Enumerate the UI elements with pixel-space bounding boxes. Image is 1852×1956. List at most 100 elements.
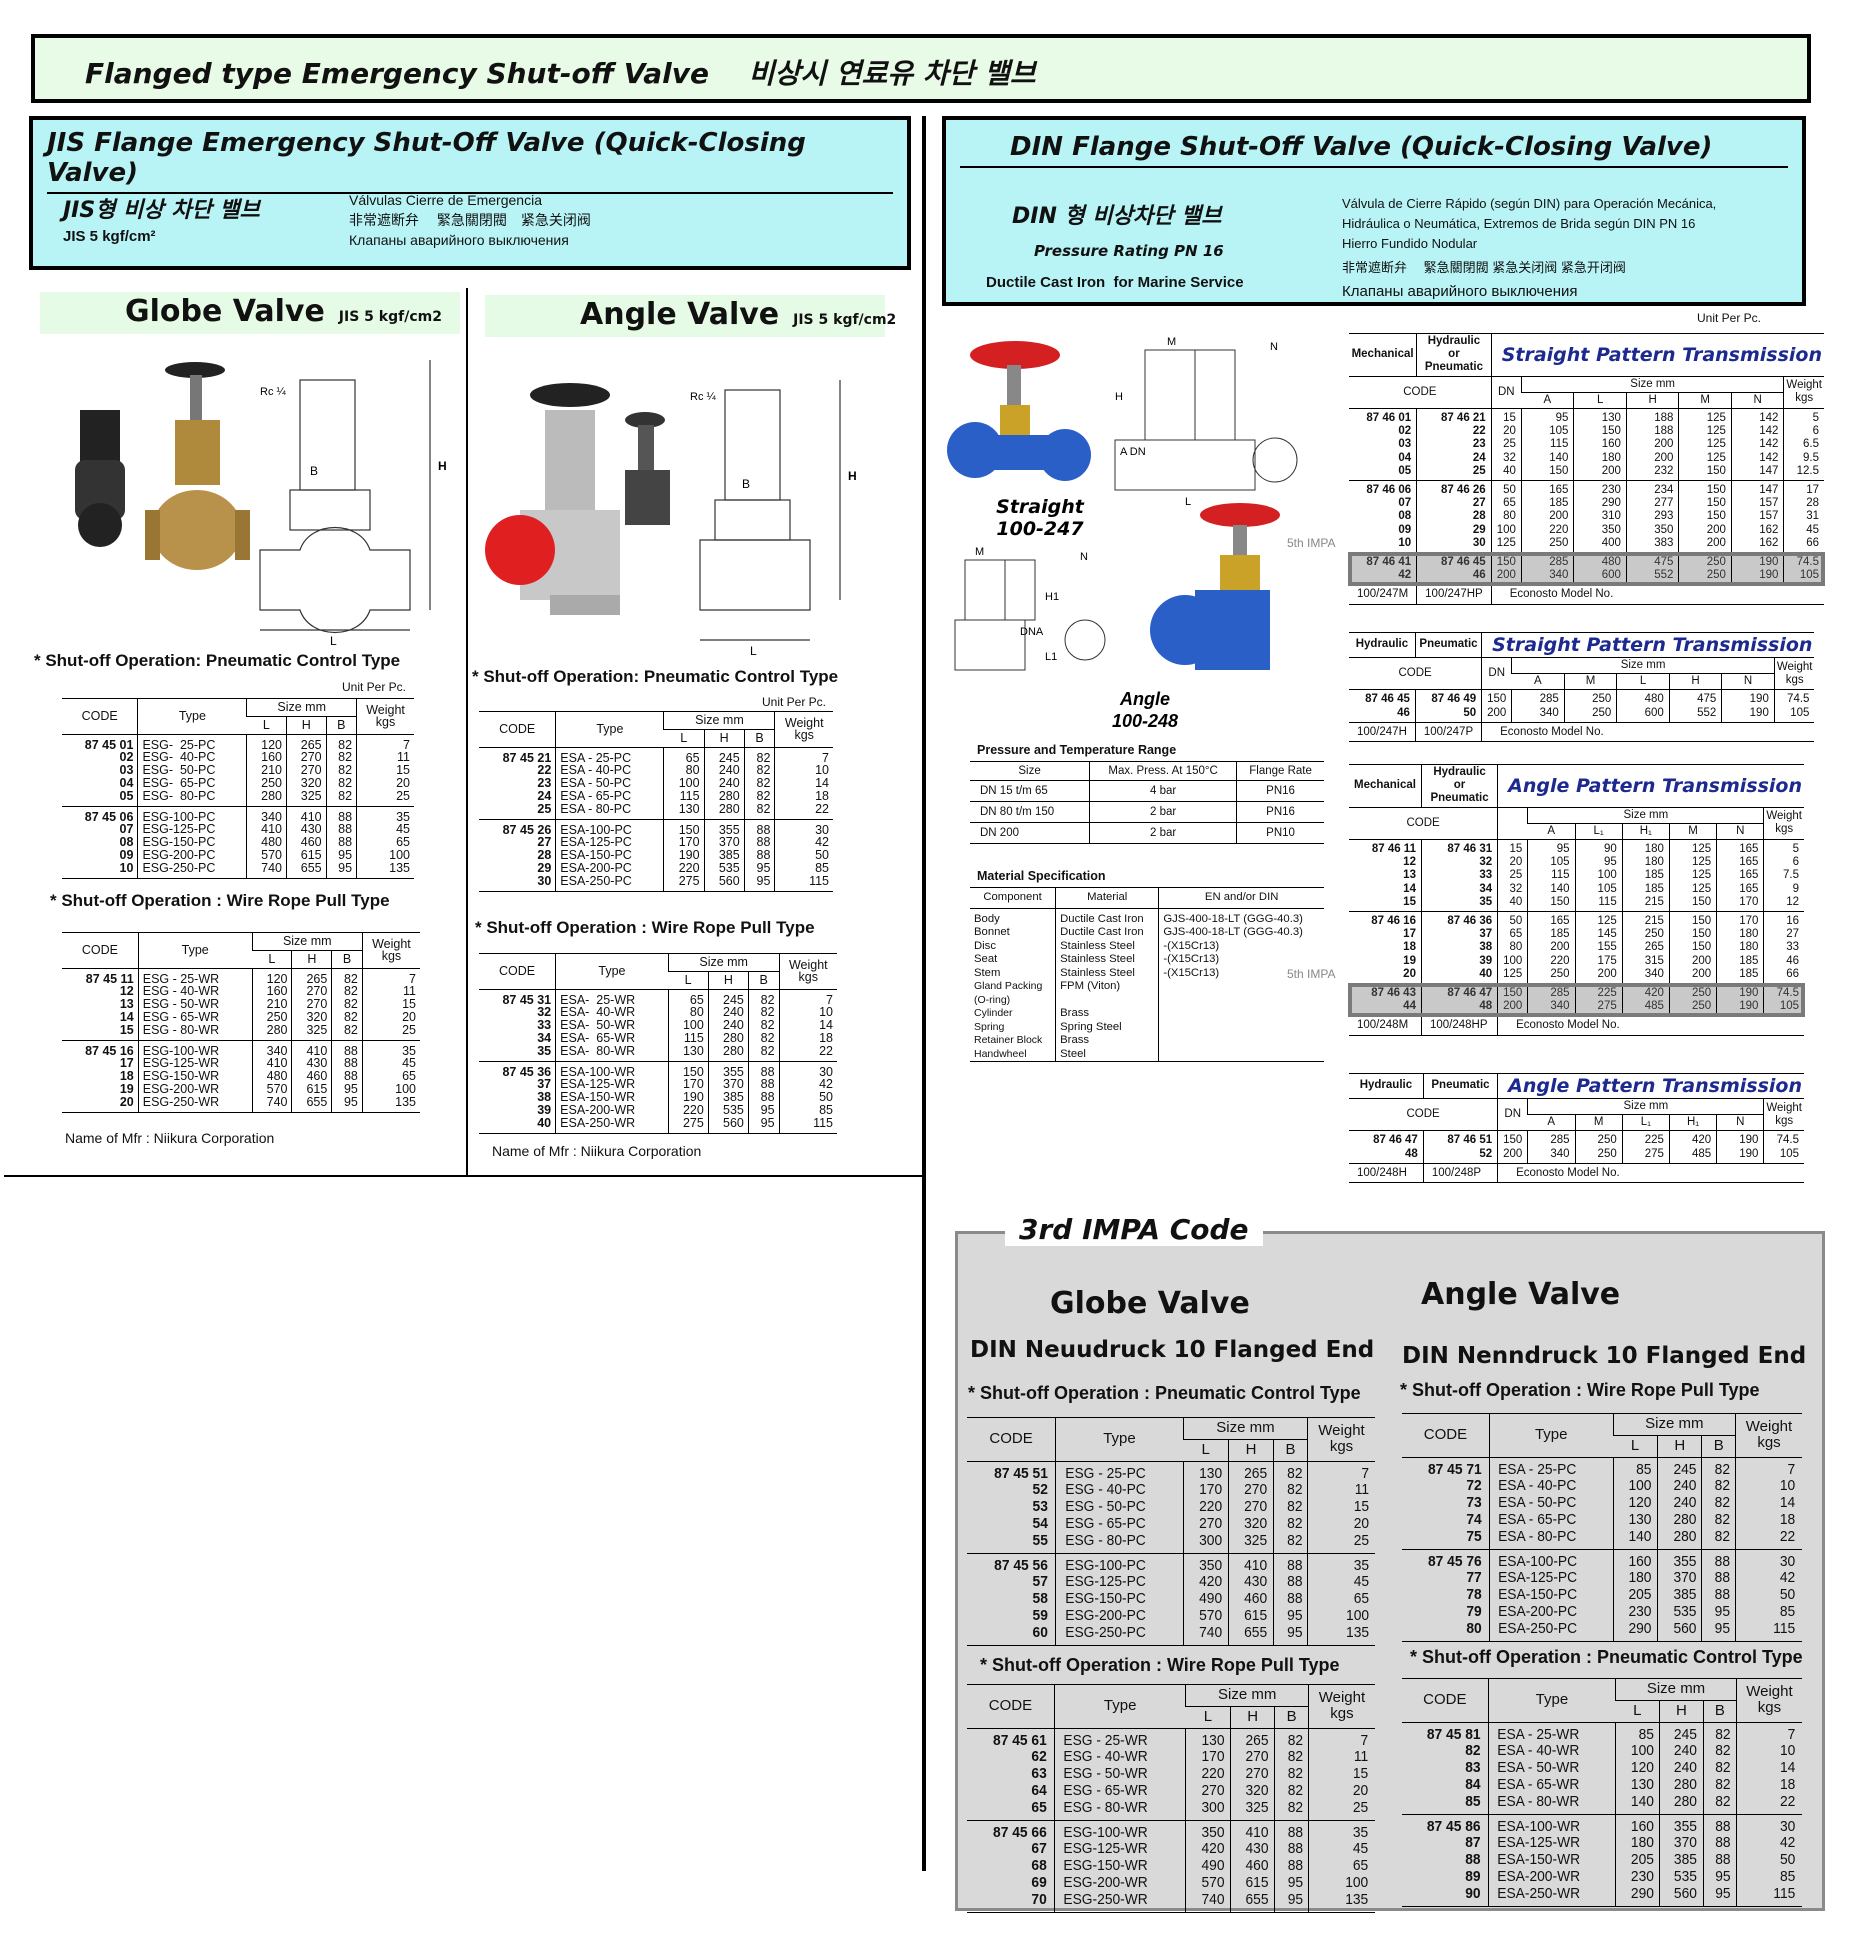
size-cell: 280 xyxy=(251,1023,292,1041)
material-cell: Seat xyxy=(974,953,998,965)
weight-cell: 100 xyxy=(361,1083,420,1096)
size-cell: 552 xyxy=(1625,569,1679,585)
code-cell: 19 xyxy=(1403,954,1416,967)
size-cell: 88 xyxy=(1274,1553,1307,1575)
size-cell: 95 xyxy=(1274,1624,1307,1646)
globe-wr-heading: * Shut-off Operation : Wire Rope Pull Ty… xyxy=(50,891,390,910)
weight-cell: 20 xyxy=(1309,1515,1373,1533)
size-cell: 88 xyxy=(747,1061,780,1079)
table-row: 48 52 200 340 250 275 485 190 105 xyxy=(1349,1147,1804,1164)
size-cell: 85 xyxy=(1614,1457,1656,1479)
table-row: 65 ESG - 80-WR 300 325 82 25 xyxy=(967,1799,1375,1821)
jis-title: JIS Flange Emergency Shut-Off Valve (Qui… xyxy=(47,128,893,194)
pressure-cell: DN 80 t/m 150 xyxy=(970,801,1090,823)
size-cell: 95 xyxy=(747,1116,780,1134)
spec-table: CODE Type Size mm Weight kgs L H B 87 45 71 ESA … xyxy=(1402,1413,1802,1642)
weight-cell: 85 xyxy=(778,1104,837,1117)
size-cell: 340 xyxy=(246,806,287,824)
impa3-angle-subtitle: DIN Nenndruck 10 Flanged End xyxy=(1402,1343,1807,1369)
size-cell: 88 xyxy=(331,1057,363,1071)
code-cell: 75 xyxy=(1466,1527,1482,1545)
size-cell: 430 xyxy=(1231,1841,1274,1859)
size-cell: 315 xyxy=(1621,954,1670,968)
size-cell: 225 xyxy=(1621,1130,1670,1148)
code-cell: 29 xyxy=(537,860,552,875)
type-cell: ESG-250-PC xyxy=(137,861,247,879)
type-cell: ESG - 50-WR xyxy=(1059,1765,1181,1783)
size-cell: 157 xyxy=(1730,510,1784,524)
size-cell: 475 xyxy=(1668,689,1722,707)
code-cell: 64 xyxy=(1031,1781,1047,1799)
size-cell: 88 xyxy=(1704,1814,1736,1836)
table-row: 73 ESA - 50-PC 120 240 82 14 xyxy=(1402,1494,1802,1512)
size-cell: 355 xyxy=(1658,1549,1701,1571)
table-row: 67 ESG-125-WR 420 430 88 45 xyxy=(967,1841,1375,1859)
size-cell: 82 xyxy=(743,777,775,790)
code-cell: 50 xyxy=(1414,706,1482,723)
table-row: 5th IMPA 10 30 125 250 400 383 200 162 66 xyxy=(1287,536,1825,553)
material-cell: Stainless Steel xyxy=(1055,966,1159,980)
weight-cell: 11 xyxy=(1309,1482,1373,1500)
size-cell: 100 xyxy=(1614,1478,1656,1496)
size-cell: 82 xyxy=(743,790,775,803)
size-cell: 350 xyxy=(1184,1553,1227,1575)
size-cell: 293 xyxy=(1625,510,1679,524)
row-group: 87 46 45 87 46 49 150 285 250 480 475 190 74.5 46… xyxy=(1349,689,1815,723)
angle-valve-photo xyxy=(1150,503,1280,670)
type-cell: ESA- 50-WR xyxy=(555,1019,669,1032)
size-cell: 115 xyxy=(663,790,705,803)
column-header: Hydraulic xyxy=(1349,632,1416,658)
size-cell: 155 xyxy=(1574,941,1623,955)
size-cell: 142 xyxy=(1730,425,1784,439)
size-cell: 270 xyxy=(1229,1498,1272,1516)
size-cell: 240 xyxy=(707,1019,749,1032)
size-cell: 245 xyxy=(703,747,745,765)
size-cell: 234 xyxy=(1625,480,1679,498)
straight-mech-table-container: Mechanical Hydraulic or Pneumatic Straight… xyxy=(1287,333,1826,605)
code-cell: 10 xyxy=(119,860,134,875)
weight-cell: 18 xyxy=(1738,1776,1800,1794)
size-cell: 300 xyxy=(1187,1799,1229,1821)
row-group: 87 45 11 ESG - 25-WR 120 265 82 7 12 ESG - 40-W… xyxy=(62,968,420,1041)
column-header: CODE xyxy=(62,698,138,735)
size-cell: 285 xyxy=(1527,983,1576,1001)
material-cell: -(X15Cr13) xyxy=(1158,939,1324,953)
size-cell: 285 xyxy=(1511,689,1565,707)
code-cell: 30 xyxy=(537,873,552,888)
column-header: Hydraulic or Pneumatic xyxy=(1416,333,1492,377)
weight-cell: 14 xyxy=(778,1019,837,1032)
weight-cell: 7 xyxy=(1738,1722,1800,1744)
size-cell: 355 xyxy=(707,1061,749,1079)
table-row: 08 ESG-150-PC 480 460 88 65 xyxy=(62,836,414,849)
code-cell: 77 xyxy=(1466,1569,1482,1587)
impa3-globe-table2-container: CODE Type Size mm Weight kgs L H B 87 45 61 ESG … xyxy=(967,1684,1375,1913)
column-header: Pneumatic xyxy=(1422,1073,1498,1099)
code-cell: 33 xyxy=(1420,869,1498,883)
column-header: CODE xyxy=(479,711,556,748)
material-cell xyxy=(1158,1047,1324,1062)
size-cell: 125 xyxy=(1678,438,1732,452)
code-cell: 24 xyxy=(1416,451,1492,465)
size-cell: 245 xyxy=(1658,1457,1701,1479)
weight-cell: 14 xyxy=(774,777,833,790)
size-cell: 82 xyxy=(747,1032,780,1045)
weight-cell: 115 xyxy=(1738,1885,1800,1907)
material-cell: Bonnet xyxy=(974,926,1010,938)
material-cell xyxy=(1158,1007,1324,1021)
column-header: L xyxy=(252,949,292,969)
size-cell: 120 xyxy=(1616,1759,1658,1777)
jis-translations: Válvulas Cierre de Emergencia 非常遮断弁 緊急關閉… xyxy=(349,190,591,250)
size-cell: 95 xyxy=(1704,1885,1736,1907)
dn-cell: 100 xyxy=(1497,954,1528,968)
size-cell: 115 xyxy=(1574,895,1623,912)
size-cell: 385 xyxy=(707,1091,749,1104)
column-header: Max. Press. At 150°C xyxy=(1089,761,1237,781)
table-row: 87 45 01 ESG- 25-PC 120 265 82 7 xyxy=(62,734,414,752)
weight-cell: 5 xyxy=(1763,839,1804,857)
size-cell: 90 xyxy=(1574,839,1623,857)
column-header: Size xyxy=(970,761,1090,781)
size-cell: 410 xyxy=(246,823,287,837)
table-row: 87 45 21 ESA - 25-PC 65 245 82 7 xyxy=(479,747,833,765)
code-cell: 39 xyxy=(1420,954,1498,968)
size-cell: 420 xyxy=(1187,1841,1229,1859)
